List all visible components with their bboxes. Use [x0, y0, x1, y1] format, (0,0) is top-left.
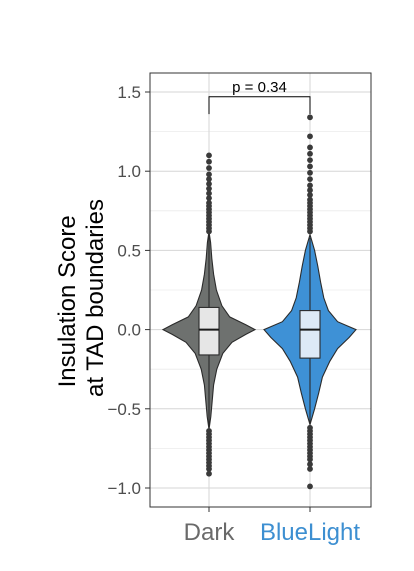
outlier-point [206, 199, 212, 206]
outlier-point [206, 185, 212, 192]
outlier-point [206, 428, 212, 434]
outlier-point [307, 187, 313, 194]
outlier-point [307, 133, 313, 140]
outlier-point [307, 424, 313, 431]
outlier-point [307, 176, 313, 183]
outlier-point [307, 196, 313, 203]
outlier-point [307, 461, 313, 468]
box-dark [198, 306, 220, 356]
x-category-label-dark: Dark [184, 519, 236, 546]
box-bluelight [299, 310, 321, 359]
significance-bracket [208, 96, 311, 115]
axis-layer: −1.0 −0.5 0.0 0.5 1.0 1.5 Dark BlueLight [107, 83, 360, 546]
outlier-point [307, 150, 313, 157]
outlier-point [206, 158, 212, 165]
y-tick-label: 0.0 [117, 321, 141, 340]
y-tick-label: −1.0 [107, 479, 141, 498]
y-axis-title: Insulation Score at TAD boundaries [54, 199, 109, 397]
violin-layer [161, 231, 357, 430]
outlier-point [307, 483, 313, 490]
outlier-point [307, 169, 313, 176]
x-category-label-bluelight: BlueLight [260, 519, 360, 546]
outlier-layer [206, 114, 313, 490]
outlier-point [206, 152, 212, 159]
y-tick-label: 0.5 [117, 241, 141, 260]
outlier-point [307, 466, 313, 472]
y-axis-title-line-2: at TAD boundaries [82, 199, 109, 397]
annotation-layer: p = 0.34 [208, 79, 311, 115]
outlier-point [307, 163, 313, 170]
y-tick-label: 1.5 [117, 83, 141, 102]
outlier-point [206, 165, 212, 171]
outlier-point [307, 157, 313, 164]
outlier-point [206, 195, 212, 202]
y-tick-label: 1.0 [117, 162, 141, 181]
outlier-point [206, 470, 212, 477]
outlier-point [206, 176, 212, 183]
outlier-point [307, 144, 313, 151]
outlier-point [206, 190, 212, 197]
outlier-point [307, 114, 313, 121]
y-axis-title-line-1: Insulation Score [54, 215, 81, 387]
outlier-point [206, 180, 212, 187]
plot-frame [149, 72, 372, 508]
outlier-point [307, 192, 313, 198]
grid-layer [150, 73, 371, 507]
p-value-label: p = 0.34 [232, 79, 287, 96]
outlier-point [206, 171, 212, 178]
y-tick-label: −0.5 [107, 400, 141, 419]
box-layer [198, 234, 321, 428]
outlier-point [307, 182, 313, 189]
